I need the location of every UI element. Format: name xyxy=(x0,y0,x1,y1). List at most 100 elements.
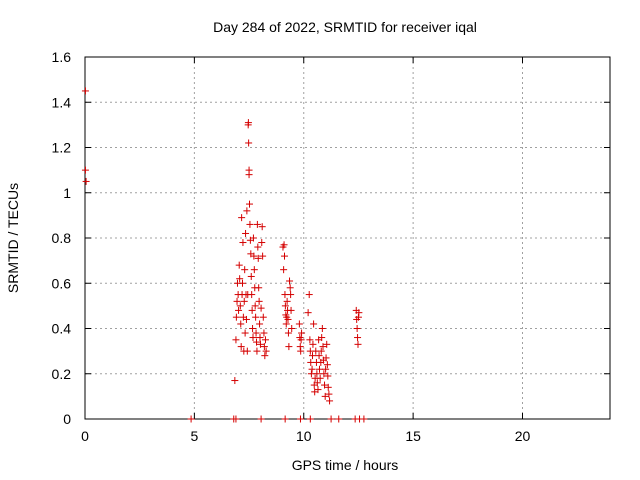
data-point xyxy=(246,200,253,208)
y-tick-label: 1.4 xyxy=(52,94,72,110)
data-point xyxy=(253,347,261,355)
data-point xyxy=(286,284,294,292)
data-point xyxy=(254,243,262,251)
data-point xyxy=(285,343,293,351)
data-point xyxy=(237,343,245,351)
data-point xyxy=(282,320,290,328)
data-point xyxy=(249,325,257,332)
data-point xyxy=(82,177,90,185)
data-point xyxy=(318,334,326,342)
data-point xyxy=(287,306,295,314)
x-tick-label: 5 xyxy=(190,428,198,444)
data-point xyxy=(320,370,328,378)
data-point xyxy=(281,415,289,423)
data-point xyxy=(255,284,263,292)
data-point xyxy=(250,266,258,274)
data-point xyxy=(252,329,260,337)
data-point xyxy=(252,313,260,321)
y-tick-label: 0.6 xyxy=(52,275,72,291)
data-point xyxy=(256,340,264,348)
data-point xyxy=(237,320,245,328)
chart-title: Day 284 of 2022, SRMTID for receiver iqa… xyxy=(213,19,477,35)
data-point xyxy=(243,347,251,355)
data-point xyxy=(327,415,335,423)
data-point xyxy=(261,352,269,360)
x-tick-label: 20 xyxy=(515,428,531,444)
data-point xyxy=(321,381,329,389)
data-point xyxy=(297,347,305,355)
x-tick-labels: 0 5 10 15 20 xyxy=(81,428,530,444)
y-tick-label: 0.4 xyxy=(52,321,72,337)
data-point xyxy=(187,415,195,423)
data-point xyxy=(281,252,288,260)
data-point xyxy=(232,313,240,321)
data-point xyxy=(322,354,330,362)
data-point xyxy=(81,87,89,95)
data-point xyxy=(296,415,304,423)
axis-ticks xyxy=(84,56,610,420)
data-point xyxy=(313,379,321,387)
data-point xyxy=(253,338,260,346)
data-point xyxy=(326,397,334,405)
data-point xyxy=(259,313,267,321)
data-point xyxy=(322,365,330,373)
data-point xyxy=(306,415,314,423)
y-tick-label: 1.6 xyxy=(52,49,72,65)
data-point xyxy=(313,370,321,378)
data-point xyxy=(245,171,253,179)
y-tick-label: 1 xyxy=(63,185,71,201)
data-point xyxy=(298,329,306,337)
data-point xyxy=(244,119,252,127)
data-point xyxy=(288,325,296,332)
data-point xyxy=(280,266,288,274)
y-tick-labels: 0 0.2 0.4 0.6 0.8 1 1.2 1.4 1.6 xyxy=(52,49,72,427)
data-point xyxy=(280,241,288,249)
data-point xyxy=(246,220,254,228)
data-point xyxy=(324,383,332,391)
data-point xyxy=(235,261,243,269)
y-tick-label: 0.2 xyxy=(52,366,72,382)
data-point xyxy=(260,343,268,351)
data-point xyxy=(257,304,265,312)
data-point xyxy=(253,220,261,228)
data-point xyxy=(259,252,267,260)
data-point xyxy=(325,390,333,398)
data-point xyxy=(235,306,243,314)
data-point xyxy=(254,254,262,262)
data-point xyxy=(353,325,361,332)
data-point xyxy=(249,234,257,242)
data-point xyxy=(284,329,292,337)
data-points xyxy=(81,87,368,423)
data-point xyxy=(249,334,257,342)
data-point xyxy=(240,297,248,305)
data-point xyxy=(305,291,313,299)
data-point xyxy=(287,291,295,299)
data-point xyxy=(318,325,326,332)
data-point xyxy=(241,266,249,274)
data-point xyxy=(256,334,264,342)
data-point xyxy=(323,361,331,369)
data-point xyxy=(316,374,324,382)
data-point xyxy=(309,340,317,348)
data-point xyxy=(314,386,322,394)
x-tick-label: 10 xyxy=(296,428,312,444)
data-point xyxy=(239,279,246,287)
data-point xyxy=(247,272,255,280)
data-point xyxy=(297,336,305,344)
x-tick-label: 0 xyxy=(81,428,89,444)
data-point xyxy=(286,277,294,285)
data-point xyxy=(248,306,256,314)
data-point xyxy=(315,352,323,360)
data-point xyxy=(323,340,331,348)
data-point xyxy=(316,365,323,373)
grid xyxy=(85,57,610,419)
data-point xyxy=(281,302,289,310)
data-point xyxy=(335,415,343,423)
data-point xyxy=(261,336,269,344)
data-point xyxy=(321,392,329,400)
y-axis-label: SRMTID / TECUs xyxy=(5,183,21,293)
data-point xyxy=(324,372,332,380)
data-point xyxy=(232,336,240,344)
data-point xyxy=(255,297,263,305)
